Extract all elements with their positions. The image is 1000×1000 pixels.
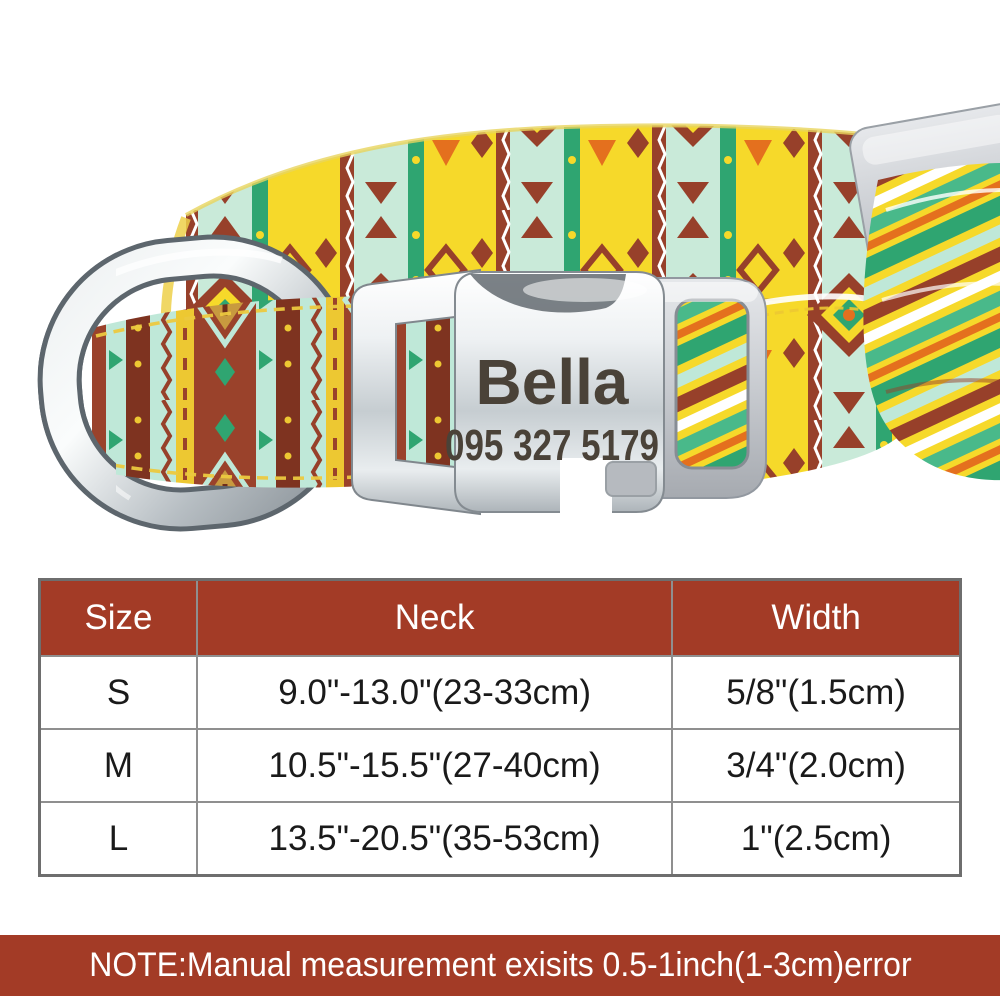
table-row-m: M 10.5"-15.5"(27-40cm) 3/4"(2.0cm): [38, 728, 962, 803]
table-row-l: L 13.5"-20.5"(35-53cm) 1"(2.5cm): [38, 801, 962, 877]
buckle: Bella 095 327 5179: [351, 268, 767, 516]
table-row-s: S 9.0"-13.0"(23-33cm) 5/8"(1.5cm): [38, 655, 962, 730]
buckle-body: [454, 271, 665, 513]
cell-size: L: [38, 801, 198, 877]
cell-width: 5/8"(1.5cm): [671, 655, 962, 730]
header-width: Width: [671, 578, 962, 657]
cell-neck: 10.5"-15.5"(27-40cm): [195, 728, 674, 803]
header-size: Size: [38, 578, 198, 657]
buckle-cap-window: [674, 298, 750, 470]
product-photo: Bella 095 327 5179: [37, 102, 1000, 532]
collar-front-strap: [92, 296, 480, 488]
size-table: Size Neck Width S 9.0"-13.0"(23-33cm) 5/…: [38, 578, 962, 877]
cell-size: S: [38, 655, 198, 730]
note-text: NOTE:Manual measurement exisits 0.5-1inc…: [88, 946, 912, 984]
cell-width: 3/4"(2.0cm): [671, 728, 962, 803]
d-ring-front-tube: [38, 238, 116, 532]
buckle-left-clamp: [351, 268, 481, 516]
engraving-name: Bella: [476, 346, 629, 418]
cell-width: 1"(2.5cm): [671, 801, 962, 877]
note-banner: NOTE:Manual measurement exisits 0.5-1inc…: [0, 935, 1000, 996]
cell-neck: 13.5"-20.5"(35-53cm): [195, 801, 674, 877]
cell-neck: 9.0"-13.0"(23-33cm): [195, 655, 674, 730]
engraving-phone: 095 327 5179: [445, 421, 659, 470]
size-table-header-row: Size Neck Width: [38, 578, 962, 657]
cell-size: M: [38, 728, 198, 803]
collar-bunched-fabric: [863, 163, 1000, 481]
header-neck: Neck: [195, 578, 674, 657]
